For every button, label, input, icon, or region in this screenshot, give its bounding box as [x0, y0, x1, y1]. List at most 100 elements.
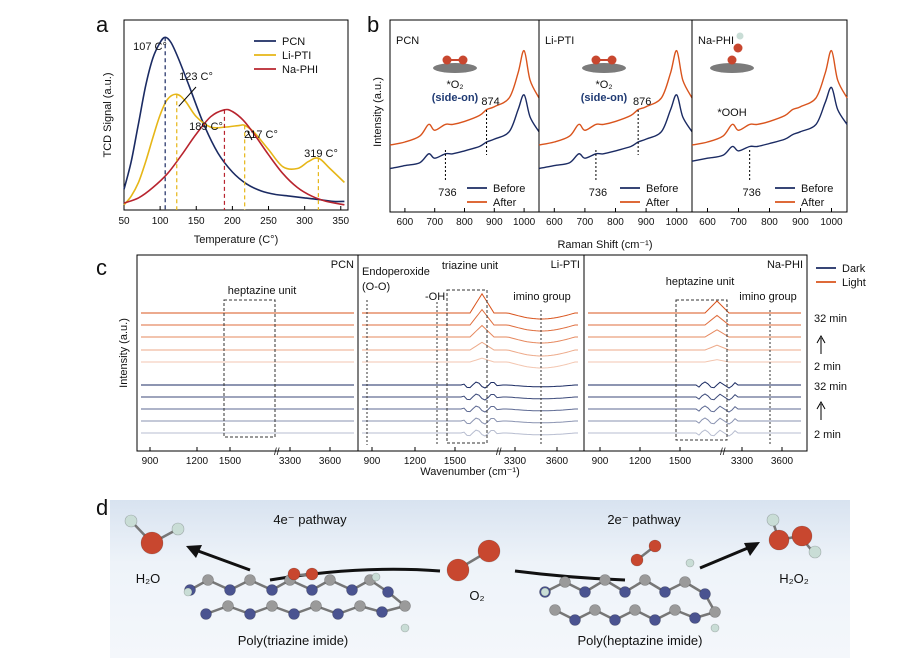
left-pathway-label: 4e⁻ pathway [273, 512, 347, 527]
panel-a-series [123, 36, 345, 210]
panel-label-a: a [96, 12, 109, 37]
panel-a: 50 100 150 200 250 300 350 Temperature (C°) TC… [102, 19, 350, 246]
carbon-atom-icon [629, 604, 641, 616]
series-line-before [538, 94, 693, 170]
left-material-label: Poly(triazine imide) [238, 633, 349, 648]
oxygen-atom-icon [607, 55, 617, 65]
region-label: (O-O) [362, 281, 390, 293]
legend-label: Na-PHI [282, 64, 318, 76]
region-box [223, 299, 276, 438]
oxygen-atom-icon [768, 529, 790, 551]
x-tick-label: 1000 [513, 217, 536, 228]
panel-b-subplots: 600 700 800 900 1000PCN874736*O₂(side-on)Bef… [389, 19, 848, 228]
carbon-atom-icon [679, 576, 691, 588]
light-trace [362, 292, 578, 320]
series-line-after [691, 49, 848, 146]
legend-label: Before [493, 183, 525, 195]
nitrogen-atom-icon [649, 614, 661, 626]
light-trace [588, 314, 801, 326]
hydrogen-atom-icon [540, 587, 550, 597]
left-product-label: H₂O [136, 571, 161, 586]
panel-a-frame [123, 19, 349, 211]
carbon-atom-icon [266, 600, 278, 612]
surface-icon [433, 63, 477, 73]
peak-label: 319 C° [304, 148, 338, 160]
axis-break-icon: // [496, 447, 502, 458]
nitrogen-atom-icon [288, 608, 300, 620]
center-molecule-label: O₂ [469, 588, 484, 603]
panel-c-xlabel: Wavenumber (cm⁻¹) [420, 466, 520, 478]
region-label: imino group [739, 291, 796, 303]
panel-c-ylabel: Intensity (a.u.) [118, 318, 130, 388]
nitrogen-atom-icon [609, 614, 621, 626]
peak-label: 123 C° [179, 71, 213, 83]
peak-label: 736 [438, 187, 456, 199]
carbon-atom-icon [310, 600, 322, 612]
panel-c-legend: Dark Light [816, 263, 866, 289]
light-trace [588, 344, 801, 351]
x-tick-label: 1000 [820, 217, 843, 228]
hydrogen-atom-icon [124, 514, 138, 528]
time-label: 2 min [814, 429, 841, 441]
light-trace [588, 359, 801, 363]
nitrogen-atom-icon [244, 608, 256, 620]
series-line-before [389, 94, 540, 170]
carbon-atom-icon [244, 574, 256, 586]
up-arrow-icon [816, 334, 826, 354]
nitrogen-atom-icon [332, 608, 344, 620]
oxygen-atom-icon [140, 531, 164, 555]
oxygen-atom-icon [305, 567, 319, 581]
panel-label-d: d [96, 495, 108, 520]
panel-d: 4e⁻ pathway 2e⁻ pathway H₂O H₂O₂ O₂ Poly… [124, 512, 822, 648]
x-tick-label: 600 [699, 217, 716, 228]
oxygen-atom-icon [727, 55, 737, 65]
nitrogen-atom-icon [224, 584, 236, 596]
carbon-atom-icon [202, 574, 214, 586]
x-tick-label: 900 [592, 456, 609, 467]
hydrogen-atom-icon [171, 522, 185, 536]
panel-b: 600 700 800 900 1000PCN874736*O₂(side-on)Bef… [372, 19, 848, 251]
nitrogen-atom-icon [619, 586, 631, 598]
annotation-arrow [178, 86, 197, 107]
legend-label: After [646, 197, 670, 209]
right-arrow-icon [699, 543, 756, 570]
x-tick-label: 3600 [319, 456, 342, 467]
x-tick-label: 900 [142, 456, 159, 467]
x-tick-label: 3300 [731, 456, 754, 467]
peak-label: 217 C° [244, 129, 278, 141]
oxygen-atom-icon [733, 43, 743, 53]
hydrogen-atom-icon [766, 513, 780, 527]
x-tick-label: 900 [792, 217, 809, 228]
x-tick-label: 1500 [444, 456, 467, 467]
surface-icon [710, 63, 754, 73]
nitrogen-atom-icon [382, 586, 394, 598]
x-tick-label: 350 [332, 216, 349, 227]
nitrogen-atom-icon [569, 614, 581, 626]
legend-label: After [801, 197, 825, 209]
region-label: triazine unit [442, 260, 498, 272]
peak-label: 876 [633, 96, 651, 108]
panel-a-xlabel: Temperature (C°) [194, 234, 278, 246]
panel-label-c: c [96, 255, 107, 280]
nitrogen-atom-icon [306, 584, 318, 596]
x-tick-label: 3600 [771, 456, 794, 467]
carbon-atom-icon [399, 600, 411, 612]
carbon-atom-icon [639, 574, 651, 586]
x-tick-label: 3300 [279, 456, 302, 467]
x-tick-label: 150 [188, 216, 205, 227]
peak-label: 107 C° [133, 41, 167, 53]
hydrogen-atom-icon [808, 545, 822, 559]
oxygen-atom-icon [591, 55, 601, 65]
panel-d-background [110, 500, 850, 658]
oxygen-atom-icon [648, 539, 662, 553]
panel-a-annotations: 107 C° 123 C° 189 C° 217 C° 319 C° [133, 41, 338, 160]
left-arrow-icon [189, 546, 251, 572]
region-box [446, 289, 488, 444]
adsorbate-label: (side-on) [432, 92, 479, 104]
pathway-curve [514, 569, 626, 582]
adsorbate-label: *O₂ [446, 79, 463, 91]
carbon-atom-icon [324, 574, 336, 586]
time-label: 2 min [814, 361, 841, 373]
carbon-atom-icon [589, 604, 601, 616]
legend-label: After [493, 197, 517, 209]
